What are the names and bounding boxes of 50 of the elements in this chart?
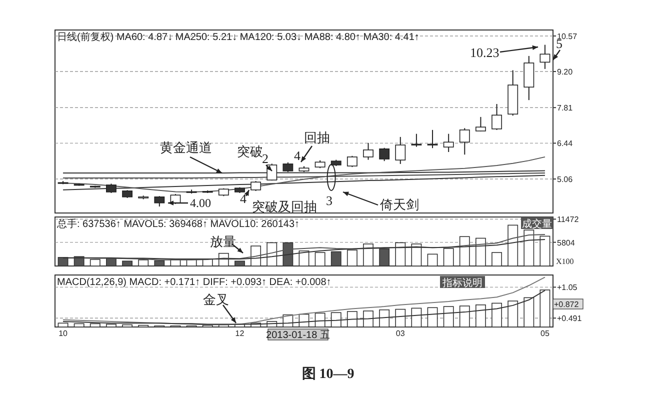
candlestick bbox=[250, 180, 262, 192]
annotation: 突破及回抽 bbox=[252, 199, 317, 214]
candlestick bbox=[492, 103, 502, 130]
candlestick bbox=[540, 44, 550, 70]
y-tick-label: 9.20 bbox=[557, 68, 574, 77]
text: 2013-01-18 五 bbox=[266, 330, 330, 341]
x-tick-label: 03 bbox=[396, 329, 406, 338]
annotation: 回抽 bbox=[304, 130, 330, 145]
annotation: 放量 bbox=[210, 234, 236, 249]
y-tick-label: 5.06 bbox=[557, 174, 574, 184]
candlestick bbox=[459, 128, 470, 156]
y-tick-label: +0.491 bbox=[557, 314, 582, 324]
x-tick-label: 10 bbox=[58, 329, 68, 338]
text: X100 bbox=[556, 257, 574, 266]
candlestick bbox=[363, 142, 374, 160]
annotation: 2 bbox=[262, 151, 268, 166]
y-tick-label: 5804 bbox=[557, 238, 576, 248]
y-tick-label: 10.57 bbox=[557, 32, 578, 41]
candlestick bbox=[395, 136, 406, 164]
y-tick-label: 11472 bbox=[557, 215, 580, 224]
annotation: 成交量 bbox=[522, 218, 552, 230]
candlestick bbox=[443, 133, 454, 152]
candlestick bbox=[427, 129, 438, 149]
annotation: 10.23 bbox=[470, 45, 500, 60]
chart-title: 日线(前复权) MA60: 4.87↓ MA250: 5.21↓ MA120: 5.03↓ MA88: 4.80↑ MA30: 4.41↑ bbox=[57, 31, 420, 43]
caption: 图 10—9 bbox=[302, 366, 354, 382]
chart-title: 总手: 637536↑ MAVOL5: 369468↑ MAVOL10: 260143↑ bbox=[56, 218, 300, 230]
candlestick bbox=[411, 133, 422, 148]
x-tick-label: 12 bbox=[235, 329, 245, 338]
annotation: 4 bbox=[240, 191, 247, 206]
x-tick-label: 05 bbox=[540, 329, 550, 338]
candlestick bbox=[379, 147, 390, 162]
candlestick bbox=[346, 155, 358, 168]
y-tick-label: +1.05 bbox=[557, 283, 578, 292]
annotation: 突破 bbox=[237, 144, 263, 159]
y-tick-label: 7.81 bbox=[557, 104, 574, 113]
candlestick bbox=[475, 116, 486, 132]
y-tick-label: 6.44 bbox=[557, 139, 574, 148]
line-series bbox=[62, 174, 546, 190]
text: +0.872 bbox=[554, 300, 580, 309]
chart-title: MACD(12,26,9) MACD: +0.171↑ DIFF: +0.093↑ DEA: +0.008↑ bbox=[57, 277, 332, 288]
annotation: 4.00 bbox=[190, 196, 211, 210]
annotation: 指标说明 bbox=[442, 277, 482, 289]
annotation: 3 bbox=[326, 193, 332, 208]
candlestick bbox=[154, 196, 165, 208]
annotation: 4 bbox=[294, 148, 301, 163]
annotation: 黄金通道 bbox=[160, 140, 212, 155]
candlestick bbox=[266, 163, 278, 182]
annotation: 倚天剑 bbox=[380, 197, 419, 212]
annotation: 金叉 bbox=[203, 292, 229, 307]
